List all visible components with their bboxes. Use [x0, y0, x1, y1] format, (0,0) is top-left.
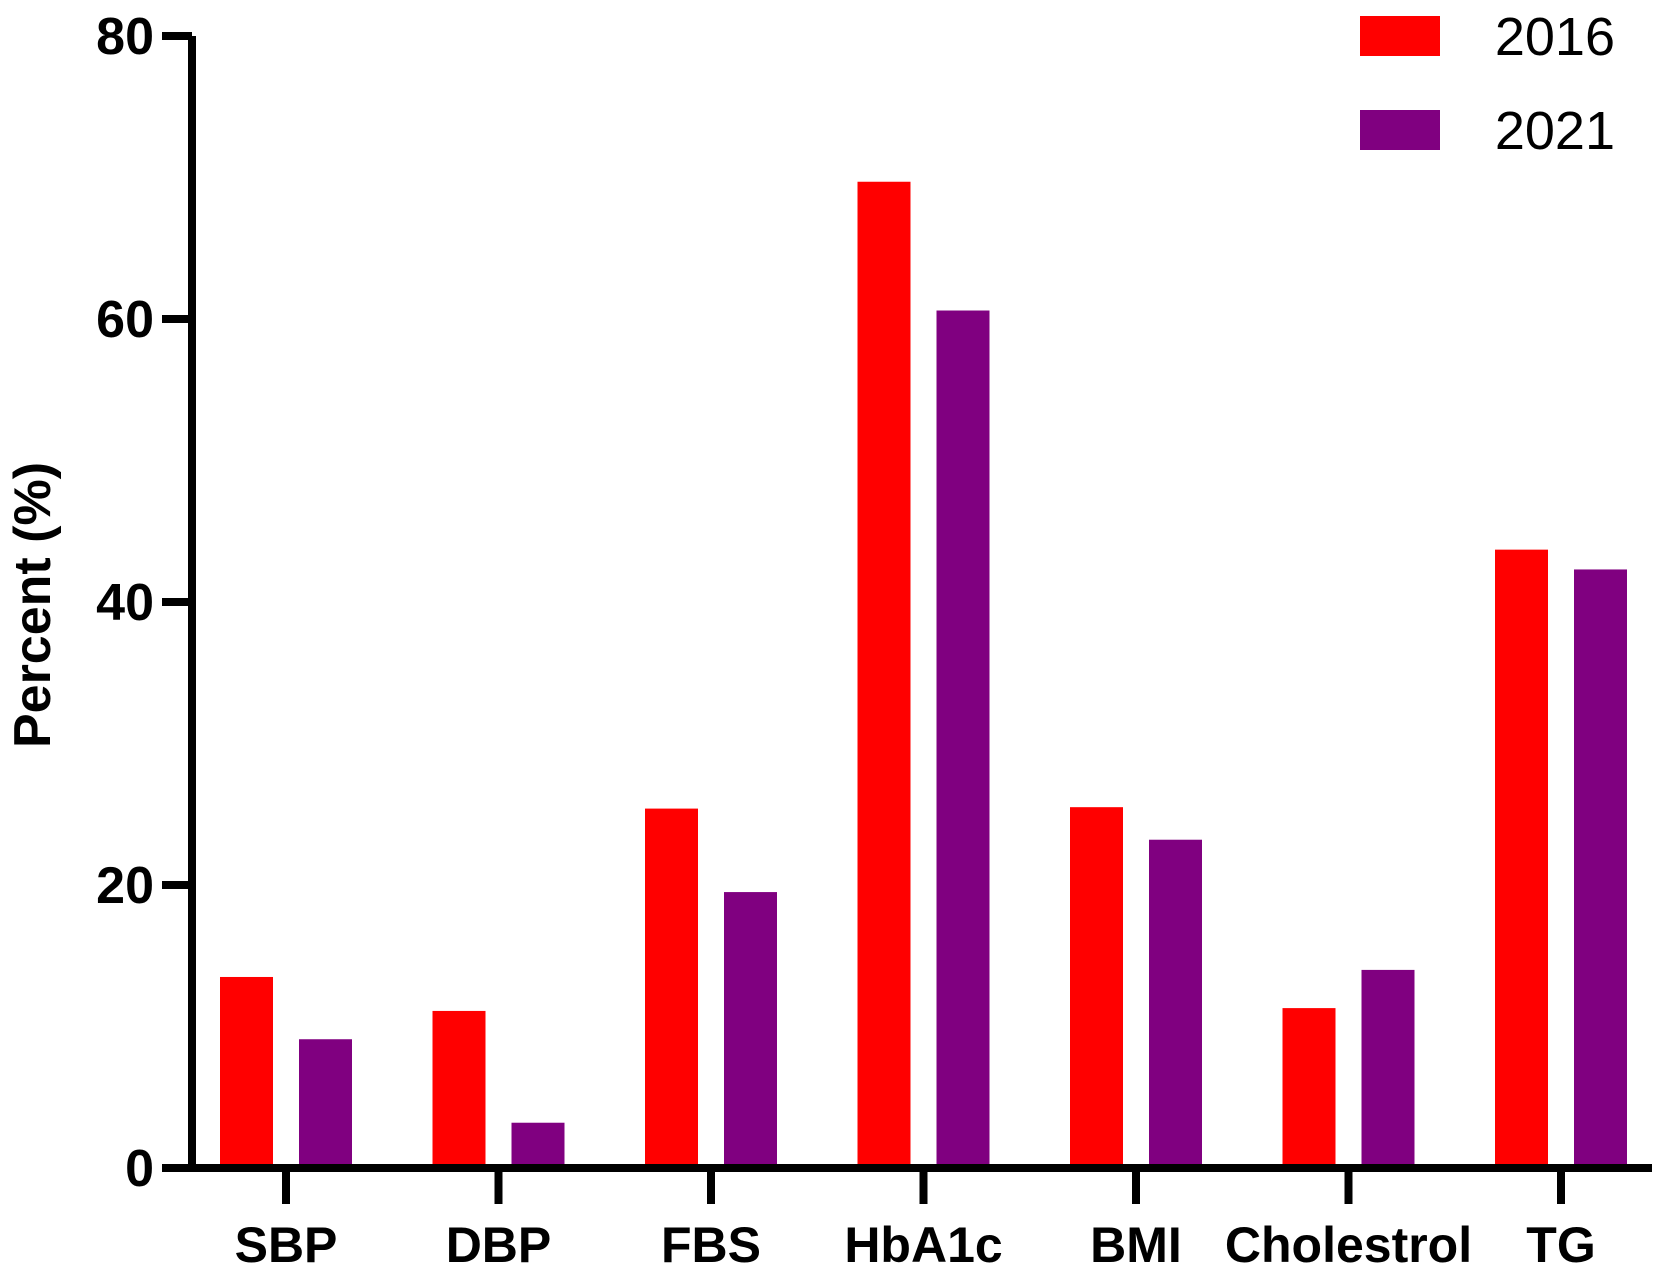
- legend-swatch-2021: [1360, 110, 1440, 150]
- bar-2021-dbp: [511, 1122, 565, 1168]
- y-ticks: 0 20 40 60 80: [96, 8, 192, 1198]
- bar-2016-fbs: [645, 808, 698, 1168]
- x-tick-label-bmi: BMI: [1090, 1217, 1182, 1273]
- x-tick-label-cholestrol: Cholestrol: [1225, 1217, 1472, 1273]
- bars-layer: [220, 181, 1627, 1168]
- x-tick-label-fbs: FBS: [661, 1217, 761, 1273]
- y-tick-label: 0: [125, 1140, 154, 1198]
- bar-2016-bmi: [1070, 807, 1123, 1168]
- bar-2021-hba1c: [936, 310, 990, 1168]
- legend-label-2016: 2016: [1495, 7, 1615, 67]
- bar-2021-tg: [1574, 569, 1627, 1168]
- legend: 2016 2021: [1360, 7, 1615, 161]
- bar-2016-dbp: [432, 1010, 486, 1168]
- legend-label-2021: 2021: [1495, 101, 1615, 161]
- bar-2021-bmi: [1149, 839, 1202, 1168]
- x-tick-label-tg: TG: [1526, 1217, 1595, 1273]
- x-tick-label-dbp: DBP: [446, 1217, 552, 1273]
- y-axis-label: Percent (%): [4, 462, 62, 748]
- axes-layer: [188, 36, 1652, 1172]
- x-ticks: SBP DBP FBS HbA1c BMI Cholestrol TG: [235, 1168, 1596, 1273]
- bar-2016-hba1c: [857, 181, 911, 1168]
- bar-2016-sbp: [220, 976, 273, 1168]
- bar-2021-fbs: [724, 892, 777, 1168]
- y-tick-label: 80: [96, 8, 154, 66]
- bar-2016-tg: [1495, 549, 1548, 1168]
- legend-swatch-2016: [1360, 16, 1440, 56]
- y-tick-label: 40: [96, 574, 154, 632]
- y-tick-label: 20: [96, 857, 154, 915]
- bar-2021-sbp: [299, 1039, 352, 1168]
- bar-2016-cholestrol: [1282, 1008, 1336, 1168]
- bar-2021-cholestrol: [1361, 969, 1415, 1168]
- x-tick-label-sbp: SBP: [235, 1217, 338, 1273]
- y-tick-label: 60: [96, 291, 154, 349]
- x-tick-label-hba1c: HbA1c: [844, 1217, 1002, 1273]
